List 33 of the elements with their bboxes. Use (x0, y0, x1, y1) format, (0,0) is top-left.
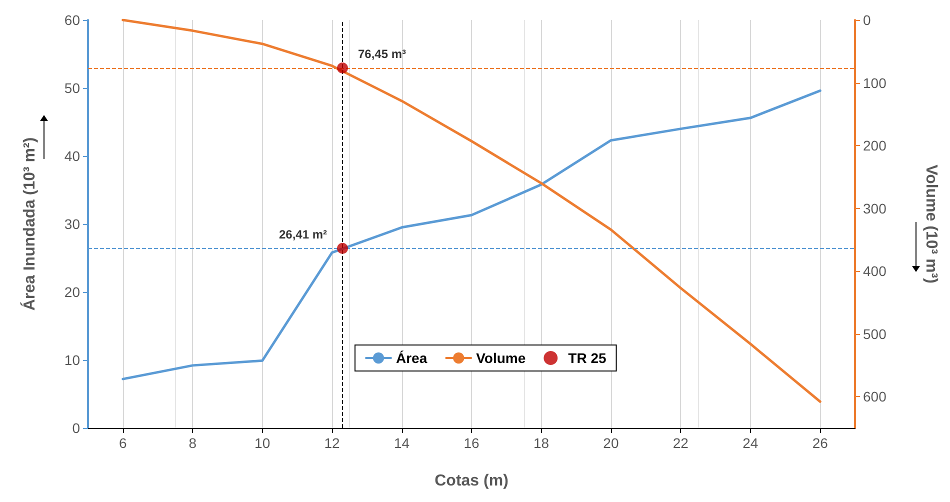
y-tick-label: 30 (64, 216, 80, 232)
x-tick-label: 18 (533, 435, 550, 451)
y-tick-label: 20 (64, 284, 80, 300)
x-tick-label: 14 (394, 435, 410, 451)
y2-tick-label: 0 (863, 12, 871, 28)
x-tick-label: 26 (812, 435, 828, 451)
x-tick-label: 20 (603, 435, 619, 451)
x-tick-label: 6 (118, 435, 127, 451)
x-tick-label: 10 (254, 435, 270, 451)
y-tick-label: 60 (64, 12, 80, 28)
x-tick-label: 24 (742, 435, 758, 451)
y2-axis-title: Volume (10³ m³) (922, 164, 940, 284)
x-tick-label: 16 (464, 435, 480, 451)
x-tick-label: 12 (324, 435, 340, 451)
y2-tick-label: 200 (863, 138, 887, 154)
y-tick-label: 10 (64, 352, 80, 368)
x-tick-label: 8 (188, 435, 197, 451)
x-axis-title: Cotas (m) (434, 472, 508, 490)
data-label: 76,45 m³ (358, 46, 406, 61)
x-tick-label: 22 (672, 435, 689, 451)
legend-label: Área (396, 350, 428, 366)
y2-tick-label: 500 (863, 326, 887, 342)
legend-label: TR 25 (568, 350, 606, 366)
y2-tick-label: 600 (863, 388, 887, 405)
y-axis-title: Área Inundada (10³ m²) (20, 137, 38, 311)
y-tick-label: 0 (72, 420, 80, 436)
y2-tick-label: 100 (863, 74, 887, 91)
y2-tick-label: 400 (863, 263, 887, 280)
data-label: 26,41 m² (278, 227, 328, 242)
y-tick-label: 50 (64, 80, 80, 96)
y-tick-label: 40 (64, 148, 80, 164)
y2-tick-label: 300 (863, 200, 887, 216)
legend-label: Volume (476, 350, 526, 366)
